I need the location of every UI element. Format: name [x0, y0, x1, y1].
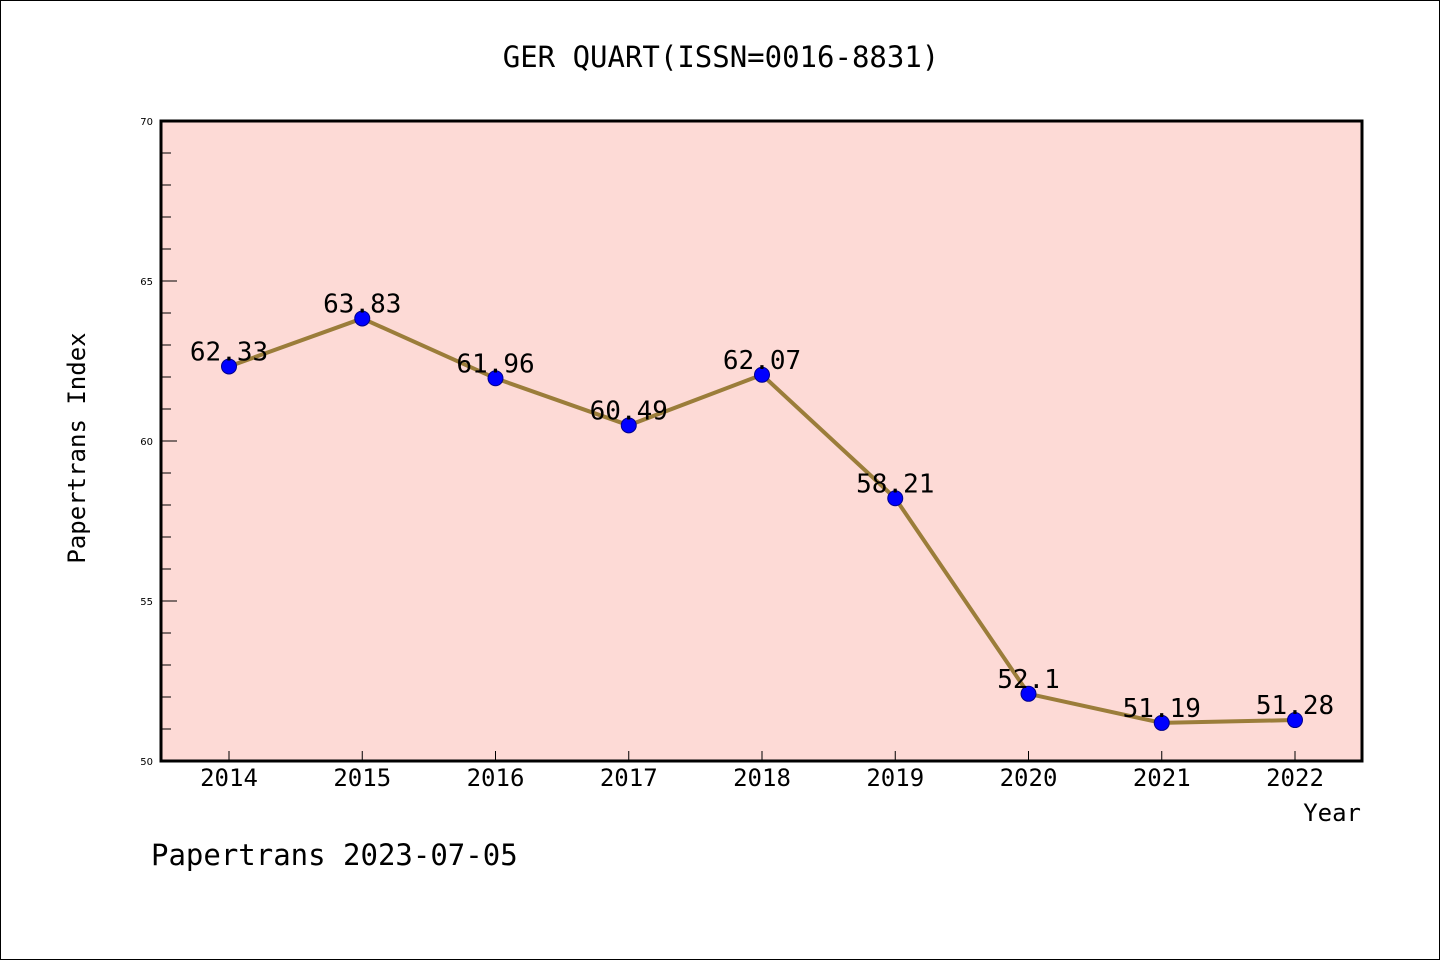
- data-markers: [221, 310, 1303, 731]
- x-tick-label: 2014: [200, 764, 258, 792]
- data-label: 62.33: [190, 337, 268, 367]
- chart-title: GER QUART(ISSN=0016-8831): [503, 40, 940, 74]
- data-label: 58.21: [856, 469, 934, 499]
- x-axis-ticks: 2014 2015 2016 2017 2018 2019 2020 2021 2022: [200, 751, 1324, 792]
- data-point: [487, 370, 504, 387]
- data-point: [221, 358, 237, 375]
- x-tick-label: 2017: [600, 764, 658, 792]
- x-tick-label: 2016: [467, 764, 525, 792]
- plot-frame: [159, 119, 1364, 763]
- data-point: [1153, 714, 1170, 731]
- data-point: [620, 417, 637, 434]
- footer-credit: Papertrans 2023-07-05: [151, 838, 518, 872]
- y-tick-label: 55: [140, 597, 153, 608]
- plot-area: [161, 121, 1362, 761]
- x-tick-label: 2020: [1000, 764, 1058, 792]
- y-minor-ticks: [161, 152, 171, 730]
- data-point: [1020, 685, 1037, 702]
- y-axis-label: Papertrans Index: [63, 332, 91, 563]
- data-point: [754, 366, 770, 383]
- data-label: 60.49: [590, 396, 668, 426]
- data-label: 62.07: [723, 346, 801, 376]
- y-tick-label: 60: [140, 437, 153, 448]
- y-tick-label: 65: [140, 277, 153, 288]
- data-label: 51.28: [1256, 691, 1334, 721]
- x-tick-label: 2018: [733, 764, 791, 792]
- y-tick-label: 70: [140, 117, 153, 128]
- x-tick-label: 2019: [866, 764, 924, 792]
- x-axis-label: Year: [1303, 799, 1361, 827]
- data-label: 51.19: [1123, 694, 1201, 724]
- x-tick-label: 2022: [1266, 764, 1324, 792]
- data-point: [354, 310, 371, 327]
- x-tick-label: 2021: [1133, 764, 1191, 792]
- data-label: 61.96: [456, 349, 534, 379]
- data-point: [887, 490, 904, 507]
- data-point: [1287, 712, 1303, 729]
- data-labels: 62.33 63.83 61.96 60.49 62.07 58.21 52.1 51.19 5…: [190, 289, 1334, 723]
- data-label: 52.1: [997, 665, 1060, 695]
- y-tick-label: 50: [140, 757, 153, 768]
- data-label: 63.83: [323, 289, 401, 319]
- x-tick-label: 2015: [333, 764, 391, 792]
